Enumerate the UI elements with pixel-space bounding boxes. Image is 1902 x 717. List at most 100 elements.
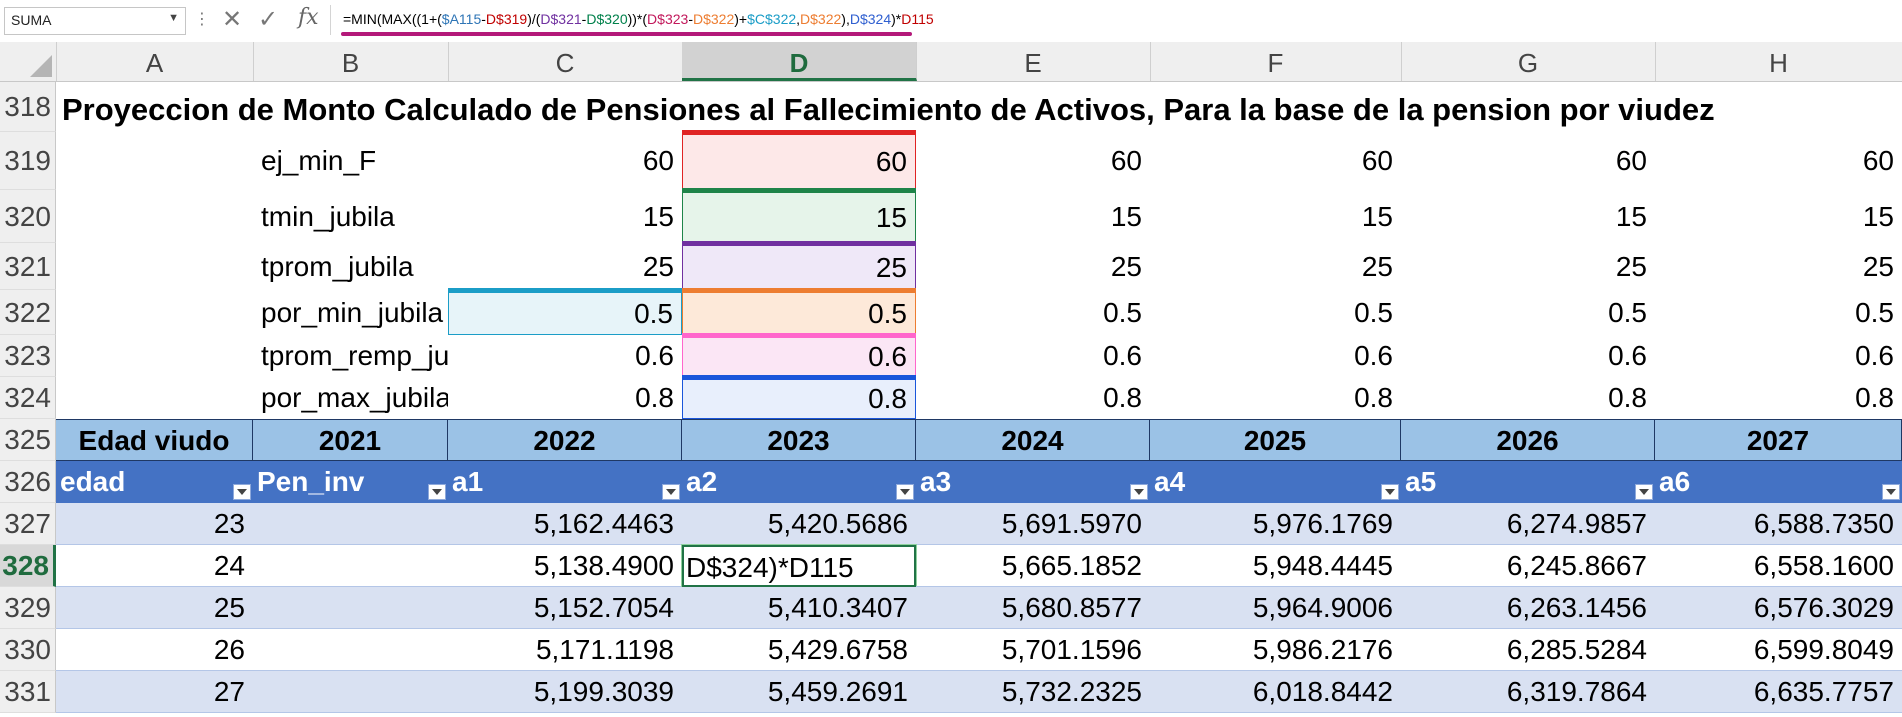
param-value[interactable]: 25 xyxy=(642,251,674,282)
table-cell[interactable]: 6,599.8049 xyxy=(1655,629,1902,671)
year-header-cell[interactable]: 2022 xyxy=(448,419,682,461)
table-cell[interactable]: 5,665.1852 xyxy=(916,545,1150,587)
param-value[interactable]: 15 xyxy=(1862,201,1894,232)
active-cell-editor[interactable]: D$324)*D115 xyxy=(682,545,916,587)
year-header-cell[interactable]: 2027 xyxy=(1655,419,1902,461)
row-header-331[interactable]: 331 xyxy=(0,671,56,713)
param-value[interactable]: 0.5 xyxy=(1608,297,1647,328)
column-header-c[interactable]: C xyxy=(448,42,683,81)
filter-dropdown-icon[interactable] xyxy=(428,484,446,500)
filter-dropdown-icon[interactable] xyxy=(1130,484,1148,500)
column-header-g[interactable]: G xyxy=(1401,42,1656,81)
table-cell[interactable]: 6,274.9857 xyxy=(1401,503,1655,545)
table-cell[interactable]: 24 xyxy=(56,545,253,587)
table-cell[interactable]: 5,976.1769 xyxy=(1150,503,1401,545)
table-cell[interactable]: 5,948.4445 xyxy=(1150,545,1401,587)
cancel-icon[interactable]: ✕ xyxy=(222,6,243,33)
param-value[interactable]: 0.8 xyxy=(635,382,674,413)
table-cell[interactable]: 6,245.8667 xyxy=(1401,545,1655,587)
table-cell[interactable]: 5,986.2176 xyxy=(1150,629,1401,671)
table-cell[interactable]: 6,285.5284 xyxy=(1401,629,1655,671)
filter-dropdown-icon[interactable] xyxy=(1635,484,1653,500)
row-header-323[interactable]: 323 xyxy=(0,335,56,377)
param-value[interactable]: 15 xyxy=(1361,201,1393,232)
year-header-cell[interactable]: 2025 xyxy=(1150,419,1401,461)
param-value[interactable]: 0.8 xyxy=(1855,382,1894,413)
table-cell[interactable]: 6,588.7350 xyxy=(1655,503,1902,545)
row-header-324[interactable]: 324 xyxy=(0,377,56,419)
param-value[interactable]: 0.6 xyxy=(682,335,916,377)
year-header-cell[interactable]: 2021 xyxy=(253,419,448,461)
sheet-title[interactable]: Proyeccion de Monto Calculado de Pension… xyxy=(62,92,1715,127)
table-cell[interactable]: 5,410.3407 xyxy=(682,587,916,629)
row-header-318[interactable]: 318 xyxy=(0,82,56,132)
param-value[interactable]: 0.8 xyxy=(682,377,916,419)
param-value[interactable]: 0.5 xyxy=(1855,297,1894,328)
param-label[interactable]: por_max_jubila xyxy=(261,382,448,413)
name-box[interactable]: SUMA ▼ xyxy=(4,7,186,35)
insert-function-icon[interactable]: fx xyxy=(298,5,319,30)
table-cell[interactable]: 23 xyxy=(56,503,253,545)
table-cell[interactable]: 6,319.7864 xyxy=(1401,671,1655,713)
table-cell[interactable] xyxy=(253,629,448,671)
table-cell[interactable]: 5,138.4900 xyxy=(448,545,682,587)
table-cell[interactable]: 5,162.4463 xyxy=(448,503,682,545)
row-header-326[interactable]: 326 xyxy=(0,461,56,503)
table-cell[interactable]: 5,420.5686 xyxy=(682,503,916,545)
table-cell[interactable]: 5,691.5970 xyxy=(916,503,1150,545)
year-header-cell[interactable]: 2026 xyxy=(1401,419,1655,461)
param-value[interactable]: 25 xyxy=(682,243,916,290)
table-cell[interactable] xyxy=(253,503,448,545)
table-cell[interactable]: 26 xyxy=(56,629,253,671)
row-header-327[interactable]: 327 xyxy=(0,503,56,545)
filter-dropdown-icon[interactable] xyxy=(896,484,914,500)
row-header-329[interactable]: 329 xyxy=(0,587,56,629)
table-cell[interactable] xyxy=(253,587,448,629)
param-value[interactable]: 25 xyxy=(1862,251,1894,282)
filter-dropdown-icon[interactable] xyxy=(233,484,251,500)
table-cell[interactable]: 5,459.2691 xyxy=(682,671,916,713)
param-label[interactable]: ej_min_F xyxy=(261,145,377,176)
table-header-cell[interactable]: a6 xyxy=(1655,461,1902,503)
table-cell[interactable]: 5,701.1596 xyxy=(916,629,1150,671)
param-value[interactable]: 15 xyxy=(1110,201,1142,232)
row-header-320[interactable]: 320 xyxy=(0,190,56,243)
table-cell[interactable]: 25 xyxy=(56,587,253,629)
row-header-330[interactable]: 330 xyxy=(0,629,56,671)
table-header-cell[interactable]: a2 xyxy=(682,461,916,503)
param-value[interactable]: 0.5 xyxy=(682,290,916,335)
enter-check-icon[interactable]: ✓ xyxy=(258,6,279,33)
table-cell[interactable]: 6,018.8442 xyxy=(1150,671,1401,713)
year-header-cell[interactable]: 2024 xyxy=(916,419,1150,461)
param-value[interactable]: 0.5 xyxy=(1103,297,1142,328)
year-header-cell[interactable]: 2023 xyxy=(682,419,916,461)
param-value[interactable]: 0.8 xyxy=(1608,382,1647,413)
param-value[interactable]: 25 xyxy=(1361,251,1393,282)
param-value[interactable]: 0.8 xyxy=(1354,382,1393,413)
param-value[interactable]: 15 xyxy=(642,201,674,232)
param-value[interactable]: 25 xyxy=(1615,251,1647,282)
param-value[interactable]: 60 xyxy=(1110,145,1142,176)
param-value[interactable]: 60 xyxy=(642,145,674,176)
column-header-d[interactable]: D xyxy=(682,42,917,81)
table-cell[interactable]: 5,964.9006 xyxy=(1150,587,1401,629)
table-header-cell[interactable]: a5 xyxy=(1401,461,1655,503)
table-cell[interactable]: 5,680.8577 xyxy=(916,587,1150,629)
row-header-328[interactable]: 328 xyxy=(0,545,56,587)
param-label[interactable]: tprom_remp_ju xyxy=(261,340,448,371)
param-value[interactable]: 60 xyxy=(1615,145,1647,176)
formula-input[interactable]: =MIN(MAX((1+($A115-D$319)/(D$321-D$320))… xyxy=(330,5,1899,36)
param-value[interactable]: 0.6 xyxy=(635,340,674,371)
param-value[interactable]: 60 xyxy=(1862,145,1894,176)
row-header-322[interactable]: 322 xyxy=(0,290,56,335)
param-value[interactable]: 0.5 xyxy=(448,290,682,335)
select-all-button[interactable] xyxy=(0,42,57,81)
param-value[interactable]: 25 xyxy=(1110,251,1142,282)
param-value[interactable]: 0.8 xyxy=(1103,382,1142,413)
param-label[interactable]: tprom_jubila xyxy=(261,251,414,282)
row-header-319[interactable]: 319 xyxy=(0,132,56,190)
table-cell[interactable]: 5,732.2325 xyxy=(916,671,1150,713)
chevron-down-icon[interactable]: ▼ xyxy=(168,12,179,24)
row-header-321[interactable]: 321 xyxy=(0,243,56,290)
column-header-e[interactable]: E xyxy=(916,42,1151,81)
